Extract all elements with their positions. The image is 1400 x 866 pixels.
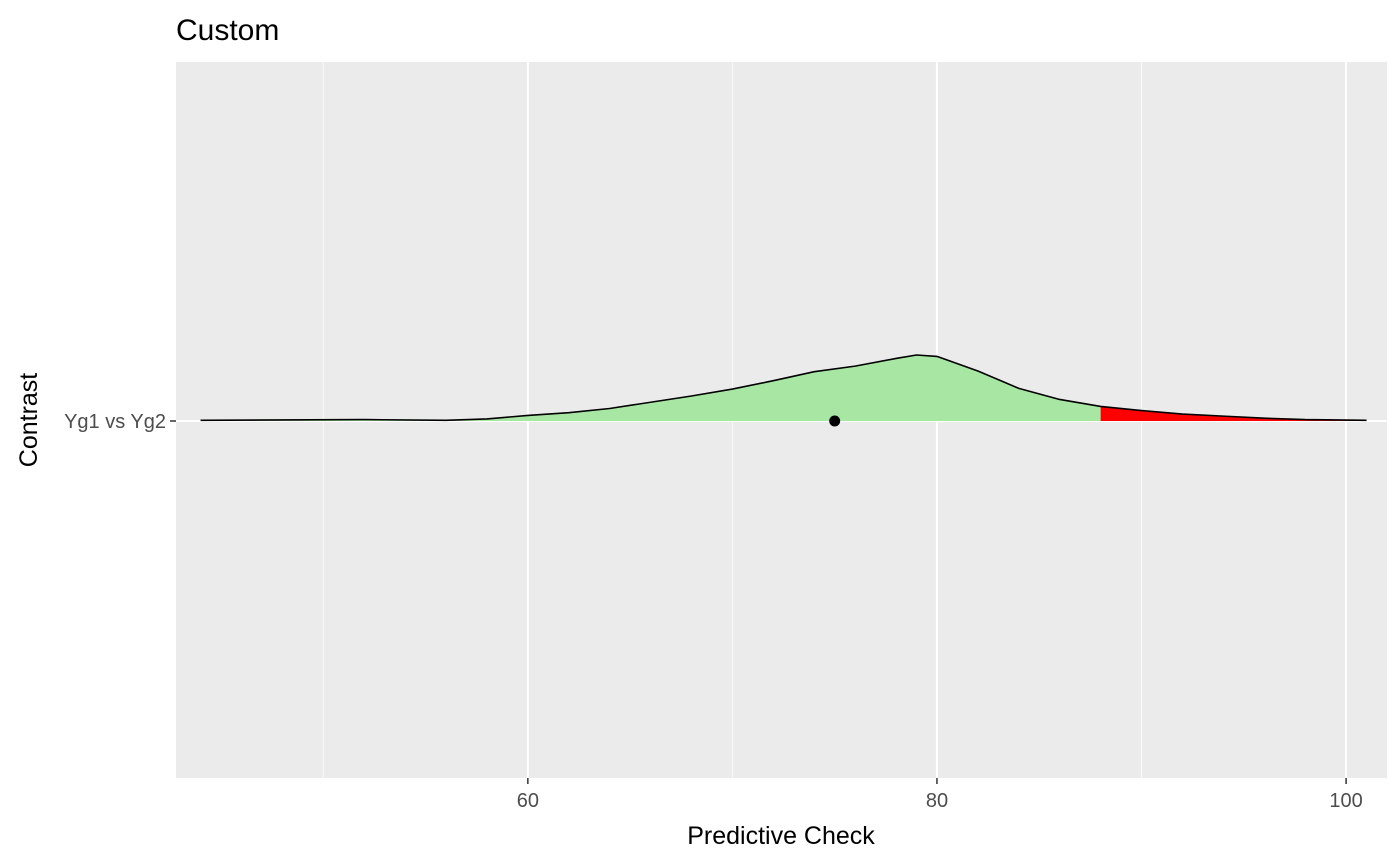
density-fill	[200, 355, 1101, 421]
density-marks	[200, 354, 1367, 427]
tail-fill	[1100, 406, 1367, 421]
chart-title: Custom	[176, 14, 279, 47]
y-axis-title: Contrast	[15, 373, 43, 468]
y-axis: Yg1 vs Yg2	[64, 411, 176, 433]
observed-point	[829, 415, 841, 427]
x-tick-label: 100	[1329, 790, 1362, 812]
x-tick-label: 60	[517, 790, 539, 812]
x-axis-title: Predictive Check	[687, 822, 875, 850]
x-axis: 60 80 100	[517, 778, 1363, 812]
y-tick-label: Yg1 vs Yg2	[64, 411, 166, 433]
density-outline	[200, 354, 1367, 422]
x-tick-label: 80	[926, 790, 948, 812]
